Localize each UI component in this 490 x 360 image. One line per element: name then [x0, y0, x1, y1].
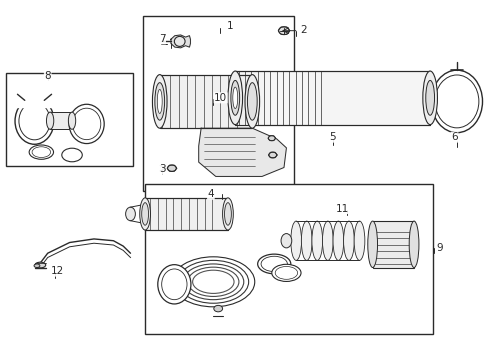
- Ellipse shape: [183, 264, 244, 300]
- Bar: [145, 198, 228, 230]
- Ellipse shape: [275, 266, 297, 279]
- Ellipse shape: [188, 267, 239, 296]
- Ellipse shape: [162, 269, 187, 300]
- Ellipse shape: [62, 148, 82, 162]
- Ellipse shape: [174, 36, 185, 46]
- Ellipse shape: [155, 83, 165, 120]
- Ellipse shape: [34, 264, 40, 267]
- Ellipse shape: [272, 264, 301, 282]
- Bar: [10, 89, 59, 107]
- Ellipse shape: [178, 260, 248, 303]
- Ellipse shape: [231, 80, 240, 115]
- Text: 2: 2: [300, 25, 307, 35]
- Bar: [235, 71, 430, 125]
- Ellipse shape: [233, 87, 238, 109]
- Ellipse shape: [261, 256, 288, 272]
- Ellipse shape: [247, 83, 257, 120]
- Bar: [145, 184, 433, 334]
- Ellipse shape: [47, 112, 54, 129]
- Ellipse shape: [222, 198, 233, 230]
- Ellipse shape: [258, 254, 291, 274]
- Ellipse shape: [301, 221, 312, 260]
- Ellipse shape: [245, 75, 260, 128]
- Text: 9: 9: [437, 243, 443, 253]
- Ellipse shape: [322, 221, 333, 260]
- Bar: [50, 112, 72, 129]
- Bar: [6, 73, 133, 166]
- Ellipse shape: [431, 70, 483, 133]
- Text: 5: 5: [329, 132, 336, 142]
- Ellipse shape: [228, 71, 243, 125]
- Bar: [143, 16, 294, 191]
- Ellipse shape: [343, 221, 354, 260]
- Text: 7: 7: [159, 34, 166, 44]
- Ellipse shape: [140, 198, 150, 230]
- Ellipse shape: [423, 71, 438, 125]
- Text: 8: 8: [45, 71, 51, 81]
- Bar: [373, 221, 414, 267]
- Ellipse shape: [312, 221, 322, 260]
- Ellipse shape: [168, 165, 176, 171]
- Ellipse shape: [32, 147, 50, 157]
- Text: 11: 11: [336, 203, 349, 213]
- Ellipse shape: [269, 136, 275, 141]
- Ellipse shape: [409, 221, 419, 267]
- Ellipse shape: [19, 102, 50, 140]
- Ellipse shape: [157, 89, 162, 113]
- Text: 10: 10: [214, 93, 227, 103]
- Ellipse shape: [73, 108, 101, 140]
- Ellipse shape: [35, 262, 46, 268]
- Ellipse shape: [354, 221, 365, 260]
- Ellipse shape: [29, 145, 53, 159]
- Polygon shape: [171, 35, 191, 48]
- Ellipse shape: [269, 152, 277, 158]
- Text: 12: 12: [51, 266, 64, 276]
- Ellipse shape: [158, 265, 191, 304]
- Ellipse shape: [281, 234, 292, 248]
- Ellipse shape: [142, 203, 148, 225]
- Text: 1: 1: [227, 21, 234, 31]
- Polygon shape: [199, 128, 287, 176]
- Ellipse shape: [214, 305, 222, 312]
- Ellipse shape: [152, 75, 167, 128]
- Ellipse shape: [333, 221, 344, 260]
- Ellipse shape: [125, 207, 135, 221]
- Ellipse shape: [291, 221, 301, 260]
- Ellipse shape: [368, 221, 377, 267]
- Ellipse shape: [193, 270, 234, 293]
- Ellipse shape: [435, 75, 479, 128]
- Ellipse shape: [69, 112, 75, 129]
- Ellipse shape: [426, 80, 435, 115]
- Ellipse shape: [15, 98, 54, 144]
- Ellipse shape: [69, 104, 104, 144]
- Bar: [160, 75, 252, 128]
- Text: 6: 6: [451, 132, 458, 142]
- Ellipse shape: [224, 203, 231, 225]
- Text: 4: 4: [208, 189, 214, 199]
- Ellipse shape: [279, 27, 289, 35]
- Text: 3: 3: [159, 164, 166, 174]
- Ellipse shape: [172, 257, 255, 307]
